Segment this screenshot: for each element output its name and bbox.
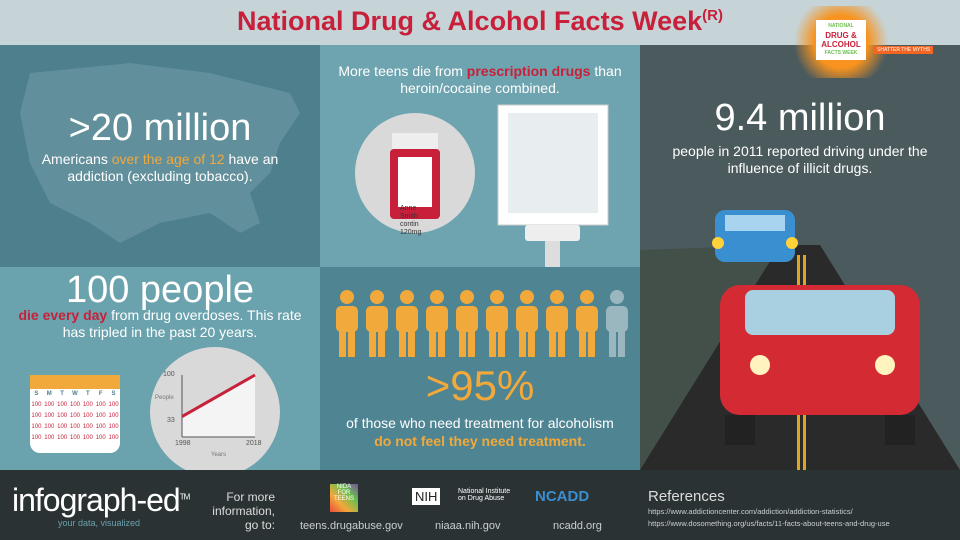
- calendar-day: T: [86, 391, 90, 397]
- person-icon: [456, 290, 478, 357]
- prescription-text: More teens die from prescription drugs t…: [338, 63, 622, 96]
- medicine-cabinet-illustration: [355, 104, 609, 267]
- calendar-day: F: [98, 391, 103, 397]
- person-icon: [546, 290, 568, 357]
- page-title: National Drug & Alcohol Facts Week(R): [0, 6, 960, 37]
- us-map-icon: [20, 63, 300, 243]
- title-text: National Drug & Alcohol Facts Week: [237, 6, 703, 36]
- calendar-cell: 100: [31, 413, 42, 419]
- ncadd-logo: NCADD: [535, 488, 590, 505]
- calendar-day: T: [60, 391, 64, 397]
- calendar-cell: 100: [44, 402, 55, 408]
- calendar-cell: 100: [57, 424, 68, 430]
- addiction-value: >20 million: [68, 107, 252, 149]
- people-label: People: [155, 395, 174, 401]
- link-nida[interactable]: teens.drugabuse.gov: [300, 520, 403, 532]
- treatment-value: >95%: [425, 362, 535, 409]
- link-ncadd[interactable]: ncadd.org: [553, 520, 602, 532]
- calendar-cell: 100: [108, 435, 119, 441]
- years-label: Years: [211, 452, 227, 458]
- calendar-cell: 100: [95, 424, 106, 430]
- x-label-start: 1998: [175, 440, 191, 447]
- nadafw-logo: NATIONAL DRUG & ALCOHOL FACTS WEEK SHATTER …: [786, 6, 934, 78]
- driving-value: 9.4 million: [714, 97, 886, 139]
- treatment-highlight: do not feel they need treatment.: [374, 433, 586, 449]
- calendar-cell: 100: [82, 413, 93, 419]
- calendar-cell: 100: [69, 402, 80, 408]
- calendar-cell: 100: [95, 435, 106, 441]
- calendar-cell: 100: [31, 435, 42, 441]
- person-icon: [576, 290, 598, 357]
- person-icon: [366, 290, 388, 357]
- treatment-panel: >95% of those who need treatment for alc…: [320, 267, 640, 470]
- calendar: S M T W T F S 100 100 100 100 100 100 100 100 100 100 100…: [30, 375, 120, 453]
- reference-2[interactable]: https://www.dosomething.org/us/facts/11-…: [648, 519, 890, 528]
- overdose-text: die every day from drug overdoses. This …: [18, 307, 302, 340]
- registered-mark: (R): [702, 7, 723, 24]
- y-label-bottom: 33: [167, 417, 175, 424]
- y-label-top: 100: [163, 371, 175, 378]
- calendar-cell: 100: [95, 413, 106, 419]
- overdose-panel: 100 people die every day from drug overd…: [0, 267, 320, 470]
- more-info-text: For more information, go to:: [212, 490, 275, 532]
- brand-tagline: your data, visualized: [58, 518, 141, 528]
- calendar-cell: 100: [108, 402, 119, 408]
- calendar-cell: 100: [44, 413, 55, 419]
- calendar-cell: 100: [57, 435, 68, 441]
- footer: infograph-edTM your data, visualized For…: [0, 470, 960, 540]
- nih-logo: NIH: [412, 488, 441, 505]
- person-icon: [516, 290, 538, 357]
- calendar-cell: 100: [82, 435, 93, 441]
- calendar-cell: 100: [69, 435, 80, 441]
- brand-logo: infograph-edTM: [12, 482, 190, 518]
- person-icon: [396, 290, 418, 357]
- calendar-cell: 100: [57, 413, 68, 419]
- link-niaaa[interactable]: niaaa.nih.gov: [435, 520, 501, 532]
- addiction-text: Americans over the age of 12 have an add…: [41, 151, 279, 184]
- mini-chart: [181, 373, 256, 438]
- calendar-cell: 100: [31, 402, 42, 408]
- treatment-text: of those who need treatment for alcoholi…: [346, 415, 614, 431]
- bottle-label: Anne Smith contin 120mg: [400, 205, 422, 236]
- calendar-cell: 100: [82, 402, 93, 408]
- person-icon: [336, 290, 358, 357]
- calendar-cell: 100: [44, 424, 55, 430]
- calendar-cell: 100: [44, 435, 55, 441]
- reference-1[interactable]: https://www.addictioncenter.com/addictio…: [648, 507, 853, 516]
- calendar-day: W: [72, 391, 78, 397]
- calendar-cell: 100: [108, 424, 119, 430]
- calendar-cell: 100: [31, 424, 42, 430]
- road-cars-illustration: [640, 210, 960, 470]
- person-icon: [606, 290, 628, 357]
- calendar-cell: 100: [69, 424, 80, 430]
- mini-chart-line: [181, 373, 256, 418]
- calendar-cell: 100: [95, 402, 106, 408]
- people-icons: [336, 290, 628, 357]
- calendar-day: M: [46, 391, 52, 397]
- references-title: References: [648, 488, 725, 505]
- x-label-end: 2018: [246, 440, 262, 447]
- driving-text: people in 2011 reported driving under th…: [672, 143, 928, 176]
- calendar-day: S: [111, 391, 116, 397]
- nih-logo-sub: National Institute on Drug Abuse: [458, 488, 511, 502]
- person-icon: [486, 290, 508, 357]
- overdose-value: 100 people: [65, 269, 255, 311]
- calendar-cell: 100: [108, 413, 119, 419]
- calendar-cell: 100: [69, 413, 80, 419]
- person-icon: [426, 290, 448, 357]
- calendar-cell: 100: [57, 402, 68, 408]
- nida-teens-logo: NIDA FOR TEENS: [330, 484, 358, 512]
- driving-panel: 9.4 million people in 2011 reported driv…: [640, 45, 960, 470]
- addiction-panel: >20 million Americans over the age of 12…: [0, 45, 320, 267]
- prescription-panel: More teens die from prescription drugs t…: [320, 45, 640, 267]
- calendar-cell: 100: [82, 424, 93, 430]
- calendar-day: S: [34, 391, 39, 397]
